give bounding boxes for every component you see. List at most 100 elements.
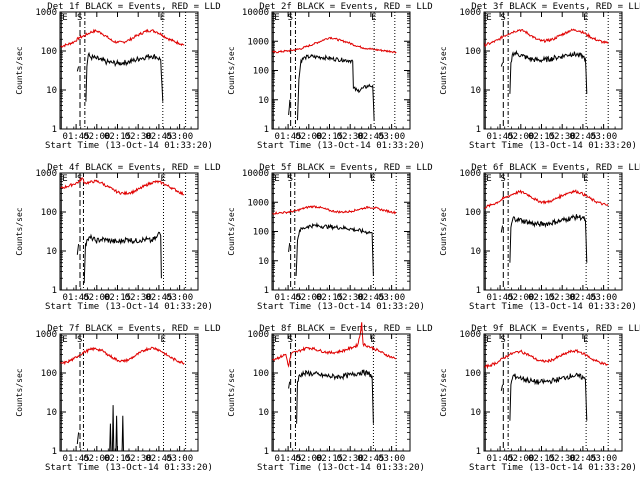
events-series-segment-2 <box>509 49 588 94</box>
time-marker-label: E <box>370 335 375 345</box>
x-tick-label: 02:00 <box>83 454 110 464</box>
x-tick-label: 02:00 <box>83 293 110 303</box>
panel-2: Det 2f BLACK = Events, RED = LLD Counts/s… <box>227 2 433 151</box>
events-series-segment-1 <box>288 243 291 252</box>
x-tick-label: 02:00 <box>295 293 322 303</box>
y-tick-label: 10 <box>46 86 57 96</box>
plot-frame <box>483 172 623 291</box>
events-series-segment-1 <box>288 381 291 389</box>
y-axis-label: Counts/sec <box>227 207 236 255</box>
x-axis-label: Start Time (13-Oct-14 01:33:20) <box>469 302 637 312</box>
y-tick-label: 1000 <box>247 330 269 340</box>
y-tick-label: 1 <box>476 286 481 296</box>
events-series-segment-1 <box>288 99 291 116</box>
panel-5: Det 5f BLACK = Events, RED = LLD Counts/s… <box>227 163 433 312</box>
panel-title: Det 4f BLACK = Events, RED = LLD <box>47 163 220 173</box>
lld-series-segment-1 <box>59 28 185 48</box>
y-axis-label: Counts/sec <box>227 46 236 94</box>
plot-frame <box>271 333 411 452</box>
events-series-segment-4 <box>115 415 118 452</box>
events-series-segment-2 <box>509 372 588 421</box>
x-tick-label: 02:30 <box>125 132 152 142</box>
plot-frame <box>271 11 411 130</box>
y-axis-label: Counts/sec <box>15 46 24 94</box>
y-axis-label: Counts/sec <box>439 207 448 255</box>
y-tick-label: 1000 <box>35 330 57 340</box>
events-series-segment-3 <box>111 405 115 452</box>
x-tick-label: 02:00 <box>295 132 322 142</box>
y-tick-label: 1000 <box>247 37 269 47</box>
time-marker-label: E <box>486 174 491 184</box>
y-tick-label: 1000 <box>35 8 57 18</box>
plot-frame <box>59 333 199 452</box>
panel-7: Det 7f BLACK = Events, RED = LLD Counts/s… <box>15 324 221 473</box>
x-tick-label: 02:30 <box>337 132 364 142</box>
panel-4: Det 4f BLACK = Events, RED = LLD Counts/s… <box>15 163 221 312</box>
x-tick-label: 03:00 <box>590 293 617 303</box>
x-tick-label: 02:45 <box>569 454 596 464</box>
x-tick-label: 03:00 <box>166 293 193 303</box>
time-marker-label: S <box>500 13 505 23</box>
y-tick-label: 1 <box>52 125 57 135</box>
y-tick-label: 100 <box>465 47 481 57</box>
lld-series-segment-1 <box>483 28 609 48</box>
panel-title: Det 7f BLACK = Events, RED = LLD <box>47 324 220 334</box>
x-axis-label: Start Time (13-Oct-14 01:33:20) <box>469 463 637 473</box>
lld-series-segment-1 <box>271 36 397 54</box>
x-tick-label: 01:45 <box>275 293 302 303</box>
y-tick-label: 100 <box>41 47 57 57</box>
y-axis-label: Counts/sec <box>15 368 24 416</box>
x-tick-label: 02:00 <box>295 454 322 464</box>
x-tick-label: 02:00 <box>507 454 534 464</box>
time-marker-label: S <box>77 335 82 345</box>
x-tick-label: 02:30 <box>337 293 364 303</box>
y-tick-label: 100 <box>41 208 57 218</box>
y-tick-label: 1 <box>264 286 269 296</box>
time-marker-label: S <box>288 174 293 184</box>
time-marker-label: E <box>62 174 67 184</box>
events-series-segment-1 <box>500 62 504 67</box>
x-tick-label: 02:15 <box>528 454 555 464</box>
x-tick-label: 01:45 <box>275 132 302 142</box>
x-tick-label: 02:15 <box>316 454 343 464</box>
lld-series-segment-1 <box>271 322 397 368</box>
x-tick-label: 02:30 <box>549 454 576 464</box>
x-tick-label: 02:15 <box>104 454 131 464</box>
y-tick-label: 1 <box>52 447 57 457</box>
events-series-segment-2 <box>109 423 112 452</box>
lld-series-segment-1 <box>59 346 185 366</box>
lld-series-segment-1 <box>483 348 609 370</box>
events-series-segment-1 <box>500 225 504 233</box>
y-tick-label: 1000 <box>247 198 269 208</box>
x-tick-label: 03:00 <box>378 454 405 464</box>
panel-title: Det 5f BLACK = Events, RED = LLD <box>259 163 432 173</box>
time-marker-label: E <box>583 174 588 184</box>
y-axis-label: Counts/sec <box>439 368 448 416</box>
y-tick-label: 100 <box>253 67 269 77</box>
time-marker-label: E <box>583 13 588 23</box>
panel-title: Det 9f BLACK = Events, RED = LLD <box>471 324 640 334</box>
y-tick-label: 100 <box>465 208 481 218</box>
x-tick-label: 03:00 <box>166 454 193 464</box>
x-tick-label: 03:00 <box>590 454 617 464</box>
panel-title: Det 1f BLACK = Events, RED = LLD <box>47 2 220 12</box>
x-axis-label: Start Time (13-Oct-14 01:33:20) <box>469 141 637 151</box>
x-tick-label: 02:15 <box>528 132 555 142</box>
lld-series-segment-1 <box>59 177 185 196</box>
y-tick-label: 1000 <box>459 8 481 18</box>
lld-series-segment-1 <box>271 205 397 215</box>
time-marker-label: E <box>371 13 376 23</box>
y-tick-label: 100 <box>253 228 269 238</box>
x-tick-label: 02:45 <box>357 454 384 464</box>
time-marker-label: E <box>161 335 166 345</box>
x-axis-label: Start Time (13-Oct-14 01:33:20) <box>45 141 213 151</box>
time-marker-label: E <box>160 13 165 23</box>
x-tick-label: 02:45 <box>569 293 596 303</box>
x-tick-label: 02:30 <box>337 454 364 464</box>
panel-title: Det 2f BLACK = Events, RED = LLD <box>259 2 432 12</box>
x-tick-label: 02:00 <box>507 293 534 303</box>
y-tick-label: 1 <box>476 125 481 135</box>
plot-frame <box>483 333 623 452</box>
x-tick-label: 02:30 <box>549 132 576 142</box>
events-series-segment-1 <box>500 384 504 391</box>
